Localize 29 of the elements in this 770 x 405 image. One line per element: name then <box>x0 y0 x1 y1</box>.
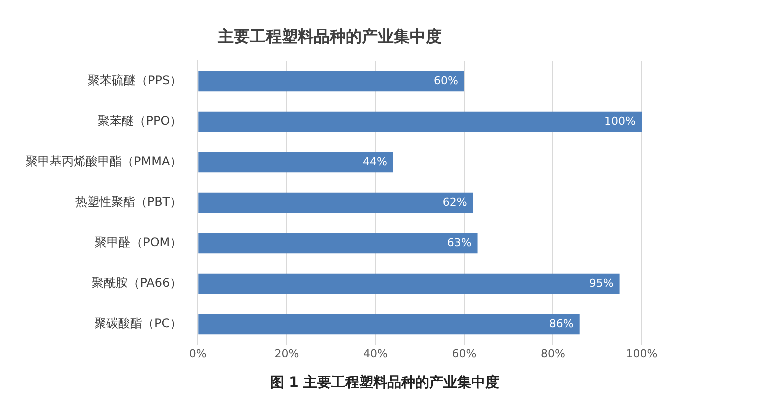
x-tick-label: 60% <box>452 347 477 360</box>
data-label: 63% <box>447 236 472 250</box>
data-label: 95% <box>589 276 614 290</box>
x-tick-label: 80% <box>541 347 566 360</box>
data-label: 100% <box>604 114 636 128</box>
data-label: 60% <box>434 74 458 88</box>
y-tick-label: 聚碳酸酯（PC） <box>94 316 182 331</box>
bar <box>198 71 464 92</box>
bar <box>198 112 642 132</box>
x-tick-label: 20% <box>274 347 300 360</box>
bar <box>198 314 580 335</box>
caption: 图 1 主要工程塑料品种的产业集中度 <box>269 374 501 392</box>
y-tick-label: 聚甲基丙烯酸甲酯（PMMA） <box>26 154 182 169</box>
y-tick-label: 聚甲醛（POM） <box>95 236 182 250</box>
data-label: 86% <box>549 317 574 330</box>
x-tick-label: 0% <box>189 347 207 360</box>
bar <box>198 192 474 214</box>
x-tick-label: 100% <box>626 347 658 360</box>
bar <box>198 233 478 254</box>
y-tick-label: 聚苯醚（PPO） <box>98 114 182 128</box>
data-label: 44% <box>362 155 388 168</box>
y-tick-label: 聚苯硫醚（PPS） <box>88 74 182 88</box>
chart-title: 主要工程塑料品种的产业集中度 <box>217 26 442 46</box>
y-tick-label: 聚酰胺（PA66） <box>92 276 182 290</box>
bar <box>198 274 620 294</box>
x-tick-label: 40% <box>363 347 388 360</box>
bar <box>198 152 394 173</box>
data-label: 62% <box>442 196 468 209</box>
y-tick-label: 热塑性聚酯（PBT） <box>75 195 182 210</box>
